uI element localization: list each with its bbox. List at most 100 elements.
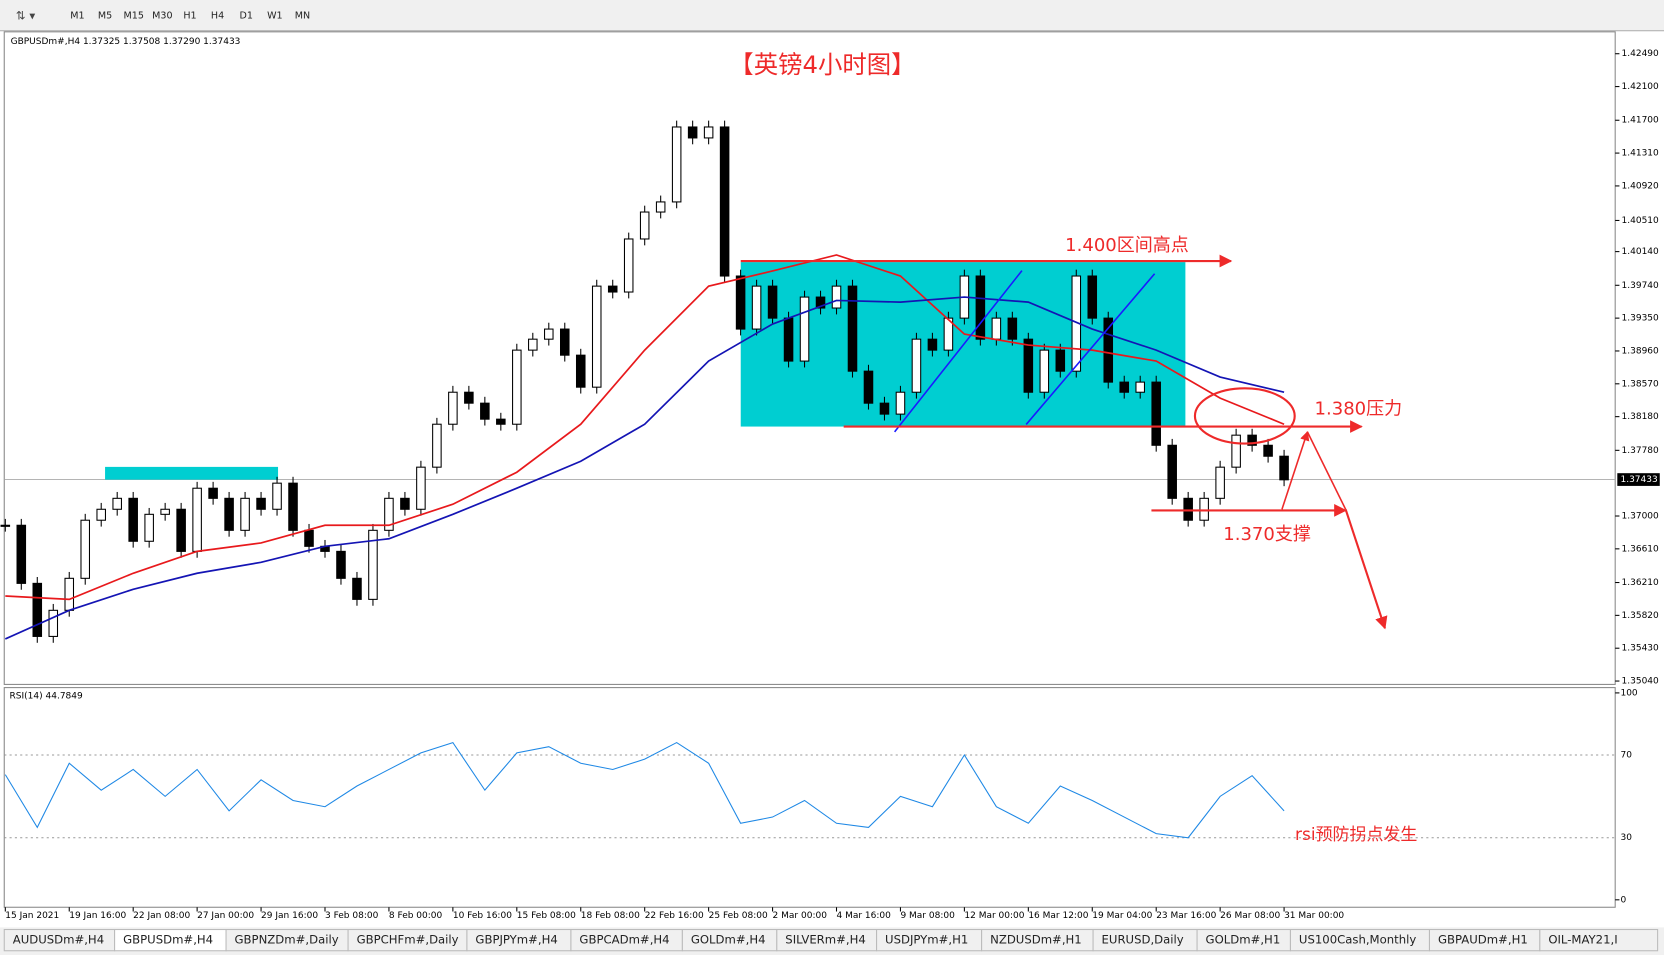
- candle-body: [1231, 434, 1241, 468]
- timeframe-button[interactable]: MN: [295, 10, 310, 21]
- y-tick-label: 1.38960: [1622, 346, 1659, 356]
- candle-body: [1055, 349, 1066, 372]
- scenario-line: [1306, 431, 1347, 510]
- candle-body: [975, 275, 986, 340]
- candle-body: [464, 391, 474, 404]
- x-tick-label: 22 Feb 16:00: [645, 911, 704, 921]
- candle-body: [863, 370, 874, 404]
- candle-body: [735, 275, 746, 330]
- candle-body: [847, 285, 858, 372]
- y-tick-label: 1.36610: [1622, 544, 1659, 554]
- tab-label[interactable]: US100Cash,Monthly: [1299, 933, 1416, 947]
- candle-body: [815, 296, 826, 309]
- zone-box: [105, 466, 279, 480]
- moving-average: [4, 296, 1285, 640]
- candle-body: [1215, 466, 1225, 499]
- x-tick-label: 26 Mar 08:00: [1220, 911, 1280, 921]
- timeframe-button[interactable]: W1: [267, 10, 283, 21]
- toolbar: [0, 0, 1664, 31]
- candle-body: [1119, 381, 1130, 393]
- candle-body: [256, 497, 266, 510]
- trend-line: [1025, 273, 1156, 425]
- candle-body: [96, 508, 106, 521]
- tab-label[interactable]: GBPCADm#,H4: [579, 933, 669, 947]
- annotation: rsi预防拐点发生: [1295, 825, 1417, 845]
- chart-tool-icon[interactable]: ⇅ ▾: [16, 8, 35, 22]
- tab-label[interactable]: GOLDm#,H1: [1206, 933, 1281, 947]
- tab-label[interactable]: USDJPYm#,H1: [885, 933, 968, 947]
- candle-body: [1087, 275, 1098, 319]
- y-tick-label: 1.36210: [1622, 578, 1659, 588]
- tab-label[interactable]: GBPNZDm#,Daily: [235, 933, 339, 947]
- timeframe-button[interactable]: D1: [239, 10, 252, 21]
- rsi-line: [4, 741, 1285, 839]
- candle-body: [400, 497, 410, 510]
- tab-label[interactable]: NZDUSDm#,H1: [990, 933, 1082, 947]
- timeframe-button[interactable]: M30: [152, 10, 172, 21]
- candle-body: [48, 609, 59, 637]
- y-tick-label: 1.35040: [1622, 677, 1659, 687]
- tab-label[interactable]: GBPJPYm#,H4: [475, 933, 557, 947]
- candle-body: [336, 550, 346, 579]
- candle-body: [575, 354, 586, 388]
- tab-label[interactable]: OIL-MAY21,I: [1548, 933, 1617, 947]
- candle-body: [0, 524, 11, 527]
- timeframe-button[interactable]: M1: [70, 10, 84, 21]
- moving-averages: [4, 254, 1285, 640]
- x-tick-label: 3 Feb 08:00: [325, 911, 379, 921]
- tab-label[interactable]: GBPCHFm#,Daily: [357, 933, 459, 947]
- candle-body: [160, 508, 170, 515]
- candle-body: [799, 296, 810, 362]
- candle-body: [1007, 317, 1018, 340]
- candle-body: [432, 423, 442, 468]
- candle-body: [64, 577, 75, 611]
- annotation: 1.400区间高点: [1065, 235, 1189, 256]
- candle-body: [1263, 444, 1273, 457]
- rsi-indicator: 0 30 70 100: [4, 688, 1638, 905]
- candle-body: [623, 238, 634, 293]
- candle-body: [16, 524, 27, 584]
- candle-body: [1103, 317, 1114, 383]
- x-tick-label: 15 Feb 08:00: [517, 911, 576, 921]
- time-axis: 15 Jan 2021 19 Jan 16:00 22 Jan 08:00 27 Ja…: [4, 907, 1344, 921]
- candle-body: [1039, 349, 1050, 393]
- x-tick-label: 12 Mar 00:00: [964, 911, 1024, 921]
- candle-body: [687, 126, 698, 139]
- y-tick-label: 1.37000: [1622, 512, 1659, 522]
- candle-body: [32, 582, 43, 637]
- tab[interactable]: [1539, 929, 1659, 952]
- timeframe-button[interactable]: M5: [98, 10, 112, 21]
- tab-label[interactable]: AUDUSDm#,H4: [13, 933, 104, 947]
- timeframe-button[interactable]: H1: [183, 10, 196, 21]
- rsi-tick-label: 0: [1620, 895, 1626, 905]
- y-tick-label: 1.35820: [1622, 611, 1659, 621]
- candle-body: [480, 402, 490, 420]
- timeframe-button[interactable]: H4: [211, 10, 224, 21]
- candle-body: [1135, 381, 1145, 393]
- tab-label[interactable]: GBPUSDm#,H4: [123, 933, 213, 947]
- x-tick-label: 29 Jan 16:00: [261, 911, 318, 921]
- x-tick-label: 19 Mar 04:00: [1092, 911, 1152, 921]
- y-tick-label: 1.40140: [1622, 247, 1659, 257]
- y-tick-label: 1.41700: [1622, 116, 1659, 126]
- candle-body: [304, 529, 314, 547]
- timeframe-button[interactable]: M15: [124, 10, 144, 21]
- tab-label[interactable]: EURUSD,Daily: [1102, 933, 1184, 947]
- tab-label[interactable]: SILVERm#,H4: [785, 933, 866, 947]
- trend-line: [893, 270, 1023, 433]
- chart-title: 【英镑4小时图】: [729, 50, 915, 79]
- tab-label[interactable]: GOLDm#,H4: [691, 933, 766, 947]
- x-tick-label: 18 Feb 08:00: [581, 911, 640, 921]
- candle-body: [1151, 381, 1161, 446]
- candle-body: [208, 487, 218, 499]
- candle-body: [879, 402, 890, 415]
- current-price-box: [1617, 473, 1660, 486]
- candle-body: [352, 577, 362, 600]
- y-tick-label: 1.41310: [1622, 149, 1659, 159]
- candle-body: [703, 126, 714, 139]
- candle-body: [1167, 444, 1177, 499]
- highlight-ellipse: [1193, 387, 1296, 445]
- candle-body: [528, 338, 538, 351]
- y-tick-label: 1.35430: [1622, 644, 1659, 654]
- tab-label[interactable]: GBPAUDm#,H1: [1438, 933, 1528, 947]
